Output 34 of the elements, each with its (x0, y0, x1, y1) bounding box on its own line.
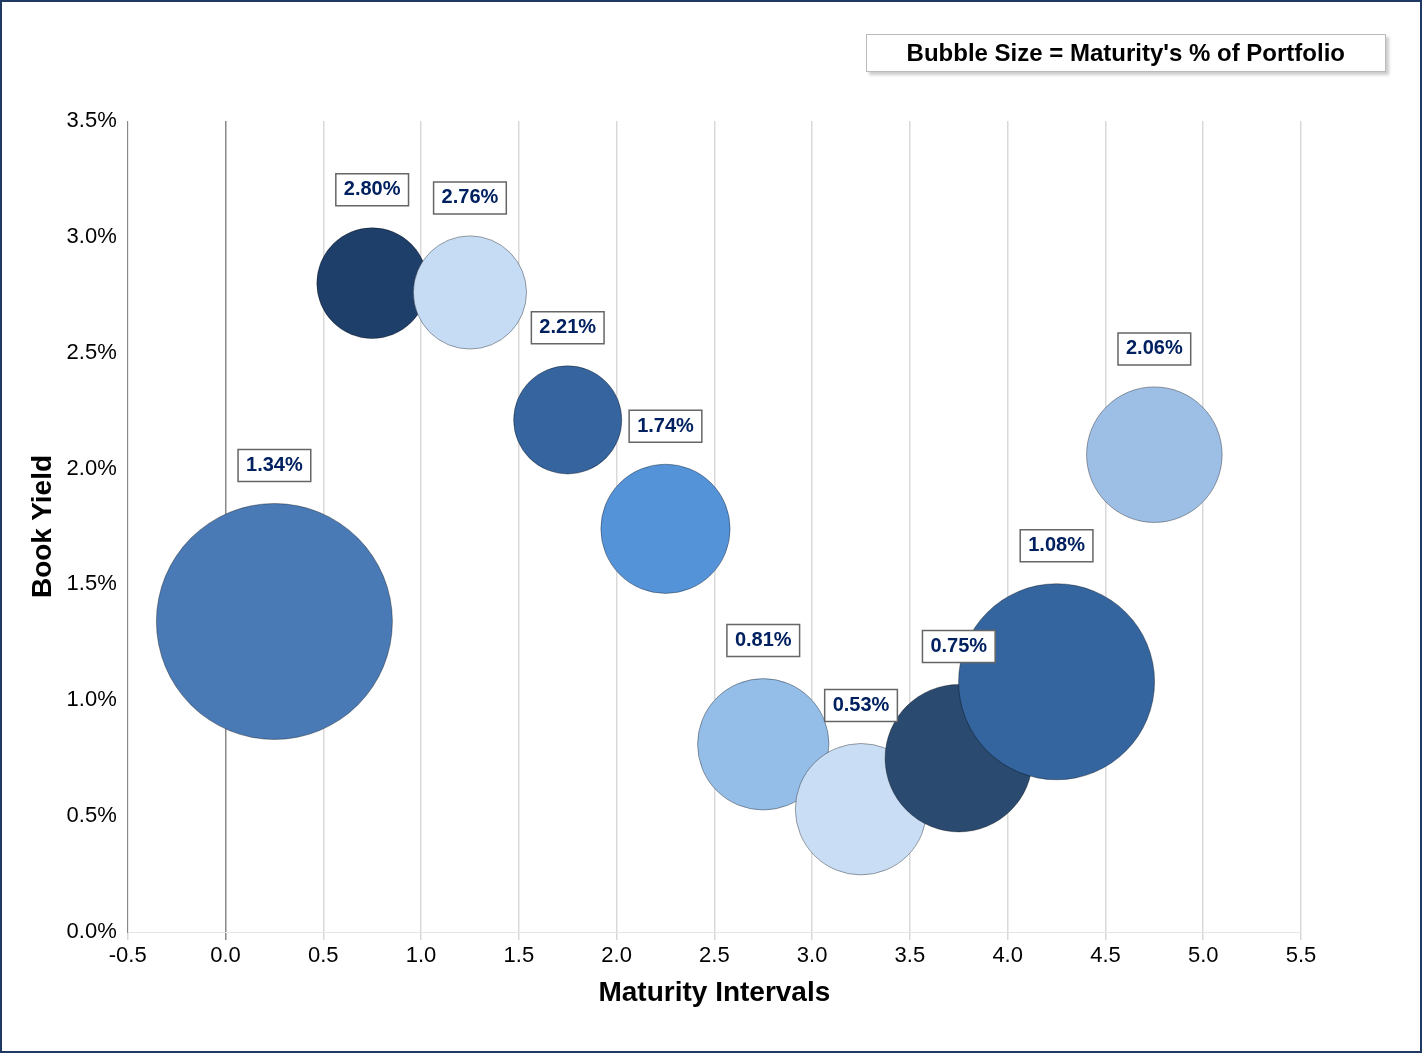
data-label: 1.74% (637, 413, 695, 436)
y-tick-label: 2.0% (66, 454, 117, 480)
x-tick-label: 4.0 (992, 942, 1023, 968)
x-tick-label: 5.5 (1285, 942, 1317, 968)
y-tick-label: 2.5% (66, 338, 117, 364)
y-tick-label: 0.0% (66, 918, 117, 944)
y-tick-label: 1.5% (66, 570, 117, 596)
x-tick-label: 4.5 (1090, 942, 1121, 968)
x-tick-label: 5.0 (1187, 942, 1219, 968)
y-tick-label: 3.5% (66, 107, 117, 133)
x-tick-label: 1.5 (503, 942, 535, 968)
y-tick-label: 3.0% (66, 222, 117, 248)
x-tick-label: 3.5 (894, 942, 926, 968)
x-tick-label: -0.5 (108, 942, 147, 968)
data-label: 2.80% (343, 177, 401, 200)
data-label: 2.76% (441, 185, 499, 208)
y-axis-title: Book Yield (25, 454, 57, 599)
data-label: 0.81% (734, 628, 792, 651)
x-tick-label: 3.0 (796, 942, 828, 968)
text: Bubble Size = Maturity's % of Portfolio (865, 34, 1386, 72)
x-tick-label: 2.0 (601, 942, 632, 968)
x-axis-title: Maturity Intervals (598, 975, 831, 1007)
y-tick-label: 1.0% (66, 686, 117, 712)
x-tick-label: 2.5 (699, 942, 730, 968)
x-tick-label: 0.0 (210, 942, 241, 968)
x-tick-label: 0.5 (307, 942, 339, 968)
data-label: 0.75% (930, 634, 988, 657)
data-label: 2.06% (1125, 336, 1183, 359)
data-label: 0.53% (832, 693, 890, 716)
x-tick-label: 1.0 (405, 942, 437, 968)
data-label: 1.34% (246, 453, 303, 476)
data-label: 2.21% (539, 315, 597, 338)
y-tick-label: 0.5% (66, 802, 117, 828)
data-label: 1.08% (1028, 533, 1086, 556)
